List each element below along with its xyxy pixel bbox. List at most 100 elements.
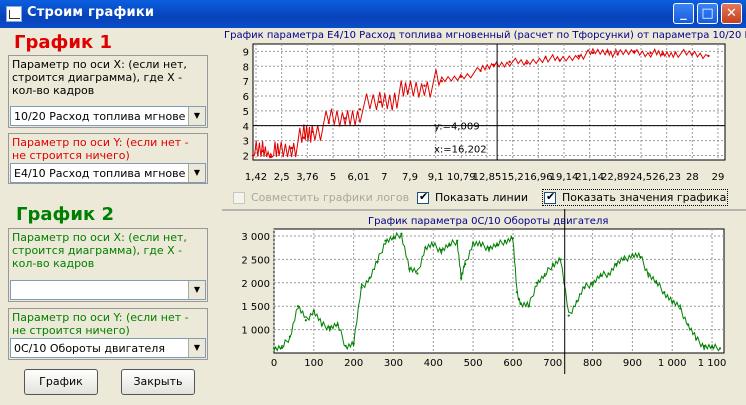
chart1-data-point: [674, 51, 677, 55]
graph2-x-select[interactable]: ▼: [10, 280, 206, 300]
combine-logs-checkbox[interactable]: Совместить графики логов: [233, 191, 409, 204]
chart2-data-point: [655, 281, 658, 284]
chart2-data-point: [495, 244, 499, 247]
chart2-x-tick-label: 1 100: [698, 358, 727, 369]
chart1-data-point: [690, 53, 694, 56]
chevron-down-icon[interactable]: ▼: [188, 281, 205, 299]
graph1-y-group: Параметр по оси Y: (если нет - не строит…: [8, 133, 208, 184]
chart1-data-point: [269, 155, 273, 159]
show-values-checkbox[interactable]: Показать значения графика: [541, 189, 729, 206]
chart2-y-tick-label: 3 000: [241, 232, 270, 243]
show-lines-checkbox[interactable]: Показать линии: [417, 190, 528, 204]
chart1-data-point: [479, 69, 482, 72]
chart2-data-point: [440, 248, 443, 252]
chart1-data-point: [492, 63, 495, 67]
chart1-data-point: [378, 100, 382, 104]
chart1-x-tick-label: 15,2: [502, 172, 524, 183]
chart2-x-tick-label: 900: [623, 358, 642, 369]
chart1-x-tick-label: 1,42: [245, 172, 267, 183]
chart1-area[interactable]: График параметра E4/10 Расход топлива мг…: [222, 28, 746, 188]
chart2-data-point: [599, 274, 602, 277]
chevron-down-icon[interactable]: ▼: [188, 339, 205, 357]
chart2-data-point: [392, 237, 395, 240]
chart2-data-point: [559, 258, 562, 261]
checkbox-checked-icon: [544, 190, 556, 204]
chart2-data-point: [710, 346, 714, 349]
chart1-title: График параметра E4/10 Расход топлива мг…: [224, 30, 746, 41]
chart2-data-point: [456, 239, 459, 242]
chart2-x-tick-label: 600: [503, 358, 522, 369]
chart2-data-point: [288, 335, 292, 338]
chart1-y-tick-label: 2: [243, 152, 249, 163]
close-icon[interactable]: ✕: [721, 3, 742, 24]
graph1-x-select[interactable]: 10/20 Расход топлива мгновенны ▼: [10, 106, 206, 126]
graph2-y-select[interactable]: 0C/10 Обороты двигателя ▼: [10, 338, 206, 358]
window-title: Строим графики: [27, 5, 155, 20]
graph2-y-group: Параметр по оси Y: (если нет - не строит…: [8, 308, 208, 360]
chart2-data-point: [607, 272, 610, 275]
chart2-data-point: [503, 239, 507, 242]
chart2-data-point: [384, 239, 387, 242]
chevron-down-icon[interactable]: ▼: [188, 164, 205, 182]
chart1-data-point: [423, 84, 426, 87]
close-button[interactable]: Закрыть: [121, 369, 195, 395]
chart2-data-point: [639, 255, 642, 259]
chart2-data-point: [487, 246, 491, 249]
chart1-data-point: [632, 50, 636, 53]
chart2-data-point: [368, 277, 371, 280]
chart2-data-point: [567, 314, 570, 317]
chart1-x-tick-label: 9,1: [428, 172, 444, 183]
chart1-y-tick-label: 7: [243, 77, 249, 88]
chart2-data-point: [511, 237, 515, 240]
checkbox-icon: [233, 191, 245, 204]
chart1-data-point: [261, 149, 264, 153]
chart2-y-tick-label: 1 500: [241, 302, 270, 313]
graph2-y-label: Параметр по оси Y: (если нет - не строит…: [12, 311, 189, 337]
chart1-data-point: [661, 53, 664, 56]
chart1-x-tick-label: 5: [330, 172, 336, 183]
chart2-series-line: [273, 231, 721, 352]
chart2-data-point: [647, 272, 650, 275]
maximize-icon[interactable]: □: [697, 3, 718, 24]
chart2-svg[interactable]: График параметра 0C/10 Обороты двигателя…: [222, 209, 746, 374]
chart2-area[interactable]: График параметра 0C/10 Обороты двигателя…: [222, 209, 746, 374]
chart1-svg[interactable]: График параметра E4/10 Расход топлива мг…: [222, 28, 746, 188]
chart2-data-point: [575, 300, 578, 303]
chart2-data-point: [515, 291, 519, 294]
combine-logs-label: Совместить графики логов: [251, 191, 410, 204]
chart2-data-point: [376, 260, 379, 263]
chart2-x-tick-label: 700: [543, 358, 562, 369]
checkbox-checked-icon: [417, 190, 429, 204]
chart2-data-point: [479, 244, 483, 247]
graph2-title: График 2: [16, 204, 114, 225]
chart1-y-tick-label: 5: [243, 107, 249, 118]
chart1-data-point: [508, 60, 511, 64]
graph2-x-label: Параметр по оси X: (если нет, строится д…: [12, 231, 187, 270]
chart1-x-tick-label: 28: [686, 172, 699, 183]
graph1-x-label: Параметр по оси X: (если нет, строится д…: [12, 58, 187, 97]
chart1-x-tick-label: 21,14: [575, 172, 604, 183]
chart2-data-point: [304, 319, 307, 322]
chart2-data-point: [448, 244, 451, 247]
chart1-data-point: [558, 59, 562, 62]
minimize-icon[interactable]: _: [673, 3, 694, 24]
chart2-x-tick-label: 200: [344, 358, 363, 369]
graph1-y-value: E4/10 Расход топлива мгновенны: [14, 167, 186, 180]
chart1-x-tick-label: 6,01: [348, 172, 370, 183]
chart1-data-point: [544, 56, 547, 59]
plot-button[interactable]: График: [24, 369, 98, 395]
chart2-data-point: [272, 347, 276, 350]
chart2-data-point: [360, 286, 363, 289]
chevron-down-icon[interactable]: ▼: [188, 107, 205, 125]
chart2-data-point: [328, 326, 331, 329]
chart1-y-tick-label: 3: [243, 137, 249, 148]
chart2-data-point: [695, 337, 698, 341]
chart1-data-point: [393, 94, 396, 98]
graph1-x-value: 10/20 Расход топлива мгновенны: [14, 110, 186, 123]
graph1-y-select[interactable]: E4/10 Расход топлива мгновенны ▼: [10, 163, 206, 183]
chart2-data-point: [472, 241, 475, 245]
chart2-x-tick-label: 400: [424, 358, 443, 369]
chart2-x-tick-label: 100: [304, 358, 323, 369]
chart1-x-tick-label: 10,79: [447, 172, 476, 183]
chart2-data-point: [615, 262, 618, 266]
